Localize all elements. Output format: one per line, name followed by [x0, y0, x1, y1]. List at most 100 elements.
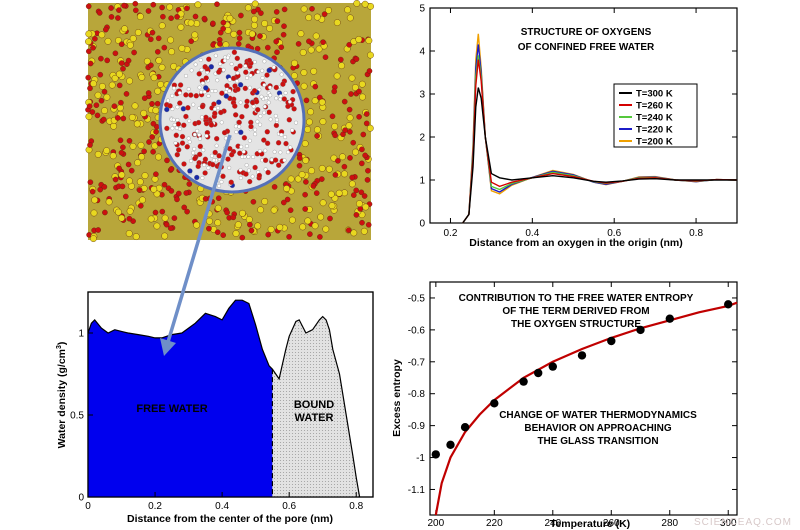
hydrogen-atom [235, 79, 240, 84]
oxygen-atom [217, 29, 224, 36]
silicon-atom [308, 167, 315, 175]
entropy-y-tick-label: -1.1 [408, 485, 426, 496]
entropy-data-point [534, 368, 543, 378]
water-oxygen-atom [232, 103, 238, 109]
hydrogen-atom [262, 104, 267, 109]
silicon-atom [158, 22, 166, 30]
hydrogen-atom [172, 86, 176, 91]
silicon-atom [153, 222, 161, 230]
silicon-atom [177, 23, 185, 31]
oxygen-atom [320, 39, 326, 46]
oxygen-atom [114, 115, 121, 121]
oxygen-atom [312, 83, 319, 90]
oxygen-atom [126, 137, 133, 144]
silicon-atom [103, 93, 111, 101]
oxygen-atom [87, 60, 94, 67]
hydrogen-atom [177, 91, 182, 96]
oxygen-atom [357, 206, 364, 212]
hydrogen-atom [189, 68, 194, 73]
hydrogen-atom [268, 93, 273, 98]
oxygen-atom [363, 120, 370, 127]
silicon-atom [99, 83, 106, 90]
rdf-legend: T=300 KT=260 KT=240 KT=220 KT=200 K [613, 83, 698, 148]
hydrogen-atom [200, 81, 205, 86]
hydrogen-atom [187, 139, 192, 144]
oxygen-atom [286, 233, 292, 240]
entropy-y-tick-label: -0.7 [408, 357, 426, 368]
water-oxygen-atom [233, 66, 239, 72]
hydrogen-atom [240, 154, 245, 159]
silicon-atom [304, 126, 311, 133]
rdf-y-axis: 0 1 2 3 4 5 [419, 4, 737, 230]
thermo-annotation-line-2: BEHAVIOR ON APPROACHING [524, 423, 671, 434]
water-oxygen-atom [237, 150, 243, 156]
oxygen-atom [183, 190, 190, 196]
water-oxygen-atom [230, 75, 237, 82]
free-water-area [88, 300, 273, 497]
hydrogen-atom [274, 117, 279, 122]
silicon-atom [261, 198, 269, 205]
oxygen-atom [302, 191, 308, 198]
oxygen-atom [174, 196, 180, 203]
oxygen-atom [235, 41, 242, 47]
water-oxygen-atom [241, 135, 248, 141]
hydrogen-atom [237, 124, 242, 129]
water-oxygen-atom [264, 129, 270, 135]
oxygen-atom [89, 188, 96, 195]
water-oxygen-atom [223, 93, 229, 99]
entropy-data-points [431, 300, 733, 459]
silicon-atom [226, 14, 234, 22]
oxygen-atom [161, 181, 168, 188]
oxygen-atom [104, 57, 110, 64]
water-oxygen-atom [255, 107, 261, 113]
hydrogen-atom [206, 165, 211, 170]
oxygen-atom [345, 227, 352, 233]
hydrogen-atom [199, 67, 204, 72]
oxygen-atom [314, 133, 320, 139]
silicon-atom [147, 215, 155, 223]
silicon-atom [150, 74, 158, 82]
hydrogen-atom [219, 120, 224, 125]
oxygen-atom [303, 179, 309, 185]
silicon-atom [358, 80, 366, 88]
entropy-data-point [548, 362, 557, 371]
molecular-snapshot [85, 0, 374, 243]
silicon-atom [300, 5, 308, 13]
oxygen-atom [250, 8, 257, 15]
oxygen-atom [220, 19, 227, 26]
silicon-atom [361, 0, 369, 8]
oxygen-atom [118, 60, 125, 66]
entropy-y-axis: -1.1 -1 -0.9 -0.8 -0.7 -0.6 -0.5 [408, 293, 737, 496]
oxygen-atom [214, 1, 220, 7]
silicon-atom [85, 38, 92, 45]
silicon-atom [348, 180, 356, 188]
silicon-atom [270, 206, 278, 214]
oxygen-atom [210, 20, 216, 27]
oxygen-atom [94, 112, 101, 119]
water-oxygen-atom [256, 172, 263, 179]
oxygen-atom [335, 157, 341, 164]
silicon-atom [104, 37, 112, 45]
hydrogen-atom [273, 113, 278, 118]
water-oxygen-atom [238, 129, 244, 135]
oxygen-atom [98, 55, 104, 62]
rdf-x-axis-title: Distance from an oxygen in the origin (n… [469, 237, 683, 249]
silicon-atom [244, 4, 252, 12]
silicon-atom [365, 37, 373, 44]
hydrogen-atom [222, 58, 227, 63]
rdf-x-tick-label: 0.4 [525, 228, 539, 239]
water-oxygen-atom [243, 171, 249, 177]
water-oxygen-atom [280, 81, 286, 87]
silicon-atom [178, 44, 186, 52]
hydrogen-atom [219, 179, 224, 184]
water-oxygen-atom [194, 174, 200, 181]
water-oxygen-atom [233, 112, 239, 118]
water-oxygen-atom [291, 106, 297, 112]
oxygen-atom [101, 184, 108, 190]
oxygen-atom [146, 139, 152, 145]
water-oxygen-atom [179, 140, 186, 146]
entropy-x-tick-label: 200 [428, 518, 445, 529]
hydrogen-atom [287, 99, 292, 104]
oxygen-atom [152, 209, 159, 216]
